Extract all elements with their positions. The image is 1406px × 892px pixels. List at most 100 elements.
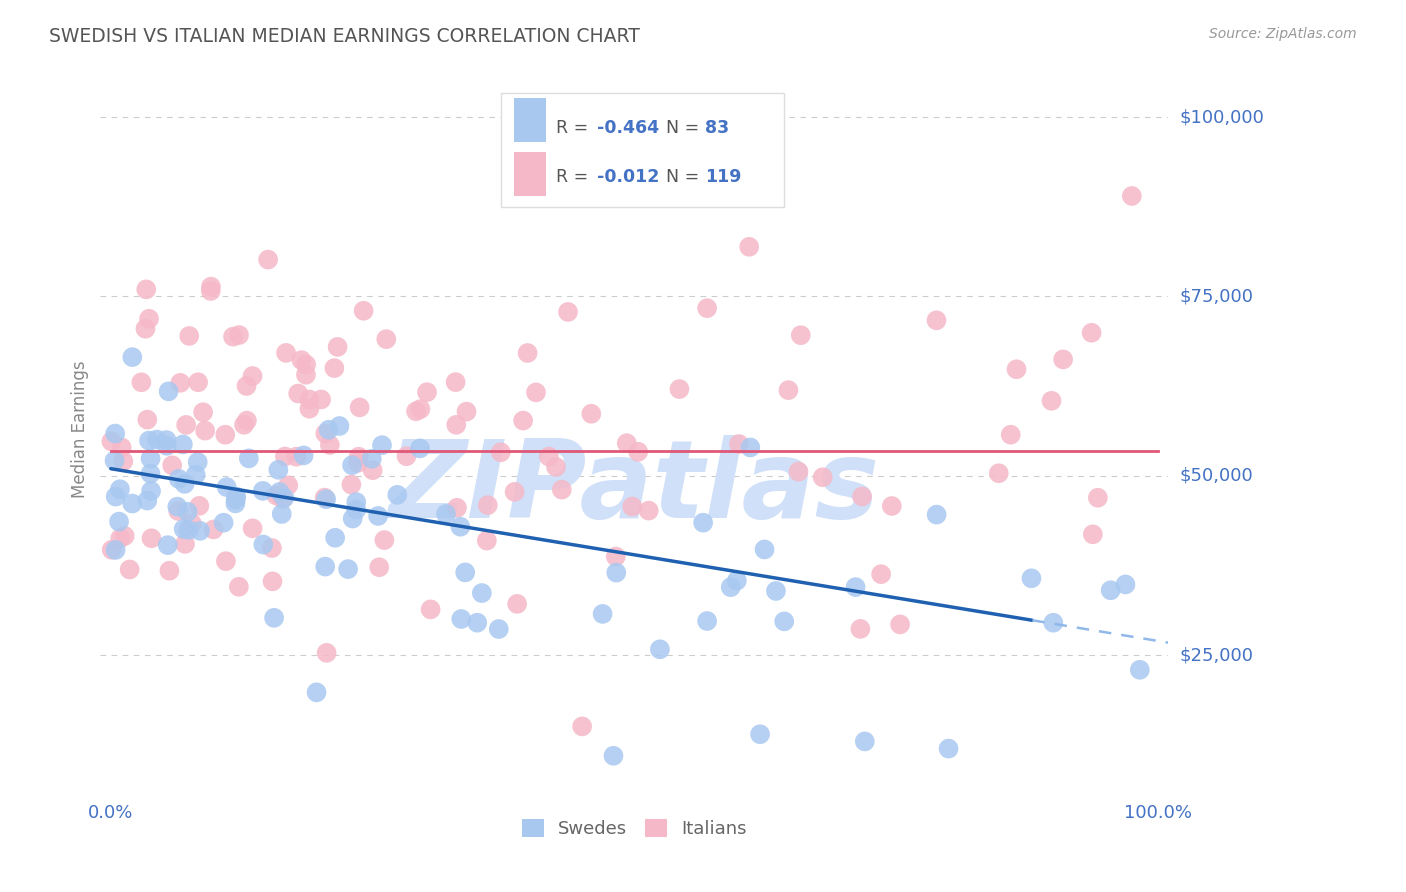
Point: [191, 405, 214, 419]
Point: [242, 521, 264, 535]
Point: [238, 451, 260, 466]
Point: [194, 424, 217, 438]
Point: [489, 445, 512, 459]
Point: [267, 463, 290, 477]
Point: [172, 437, 194, 451]
Text: $50,000: $50,000: [1180, 467, 1253, 485]
Point: [728, 437, 751, 451]
Point: [811, 470, 834, 484]
Point: [720, 580, 742, 594]
Point: [344, 495, 367, 509]
Point: [180, 516, 202, 531]
Point: [173, 522, 195, 536]
Point: [395, 449, 418, 463]
Point: [696, 614, 718, 628]
Point: [285, 450, 308, 464]
Point: [292, 449, 315, 463]
Point: [174, 537, 197, 551]
Point: [314, 426, 336, 441]
Point: [298, 401, 321, 416]
Point: [121, 350, 143, 364]
Point: [754, 542, 776, 557]
Point: [870, 567, 893, 582]
Point: [516, 346, 538, 360]
Point: [274, 450, 297, 464]
Point: [315, 492, 337, 507]
Point: [263, 611, 285, 625]
Text: $100,000: $100,000: [1180, 108, 1264, 126]
Point: [373, 533, 395, 547]
Point: [648, 642, 671, 657]
Point: [696, 301, 718, 315]
Point: [104, 426, 127, 441]
Point: [233, 417, 256, 432]
Point: [100, 542, 122, 557]
Point: [347, 450, 370, 464]
Point: [184, 467, 207, 482]
Legend: Swedes, Italians: Swedes, Italians: [515, 812, 754, 846]
Point: [449, 519, 471, 533]
Point: [326, 340, 349, 354]
Point: [1099, 583, 1122, 598]
Point: [138, 434, 160, 448]
Point: [136, 412, 159, 426]
Point: [273, 491, 295, 505]
Point: [851, 490, 873, 504]
Point: [139, 483, 162, 498]
Point: [110, 532, 132, 546]
Point: [621, 500, 644, 514]
Point: [512, 414, 534, 428]
Point: [1040, 393, 1063, 408]
Point: [295, 358, 318, 372]
Point: [314, 491, 336, 505]
Text: -0.464: -0.464: [598, 120, 659, 137]
Point: [367, 508, 389, 523]
Text: 119: 119: [704, 168, 741, 186]
Point: [749, 727, 772, 741]
Point: [347, 456, 370, 470]
Point: [257, 252, 280, 267]
Point: [157, 564, 180, 578]
Point: [938, 741, 960, 756]
Point: [215, 480, 238, 494]
Point: [252, 537, 274, 551]
Point: [235, 379, 257, 393]
Point: [167, 472, 190, 486]
Point: [340, 458, 363, 473]
Point: [1114, 577, 1136, 591]
Point: [139, 451, 162, 466]
Point: [1042, 615, 1064, 630]
Text: Source: ZipAtlas.com: Source: ZipAtlas.com: [1209, 27, 1357, 41]
Point: [475, 533, 498, 548]
Point: [225, 492, 247, 507]
Point: [277, 478, 299, 492]
Point: [765, 583, 787, 598]
Point: [849, 622, 872, 636]
Point: [419, 602, 441, 616]
Point: [506, 597, 529, 611]
Point: [446, 500, 468, 515]
Point: [298, 392, 321, 407]
Point: [269, 485, 291, 500]
Point: [368, 560, 391, 574]
Point: [111, 441, 134, 455]
Text: SWEDISH VS ITALIAN MEDIAN EARNINGS CORRELATION CHART: SWEDISH VS ITALIAN MEDIAN EARNINGS CORRE…: [49, 27, 640, 45]
Point: [537, 450, 560, 464]
Point: [1021, 571, 1043, 585]
Point: [160, 458, 183, 473]
Point: [353, 303, 375, 318]
Point: [323, 531, 346, 545]
Point: [925, 313, 948, 327]
Point: [138, 311, 160, 326]
Point: [295, 368, 318, 382]
Point: [156, 439, 179, 453]
Point: [274, 346, 297, 360]
Point: [1005, 362, 1028, 376]
Point: [434, 507, 457, 521]
Point: [524, 385, 547, 400]
Point: [551, 483, 574, 497]
Point: [790, 328, 813, 343]
Point: [692, 516, 714, 530]
Point: [581, 407, 603, 421]
Point: [177, 523, 200, 537]
